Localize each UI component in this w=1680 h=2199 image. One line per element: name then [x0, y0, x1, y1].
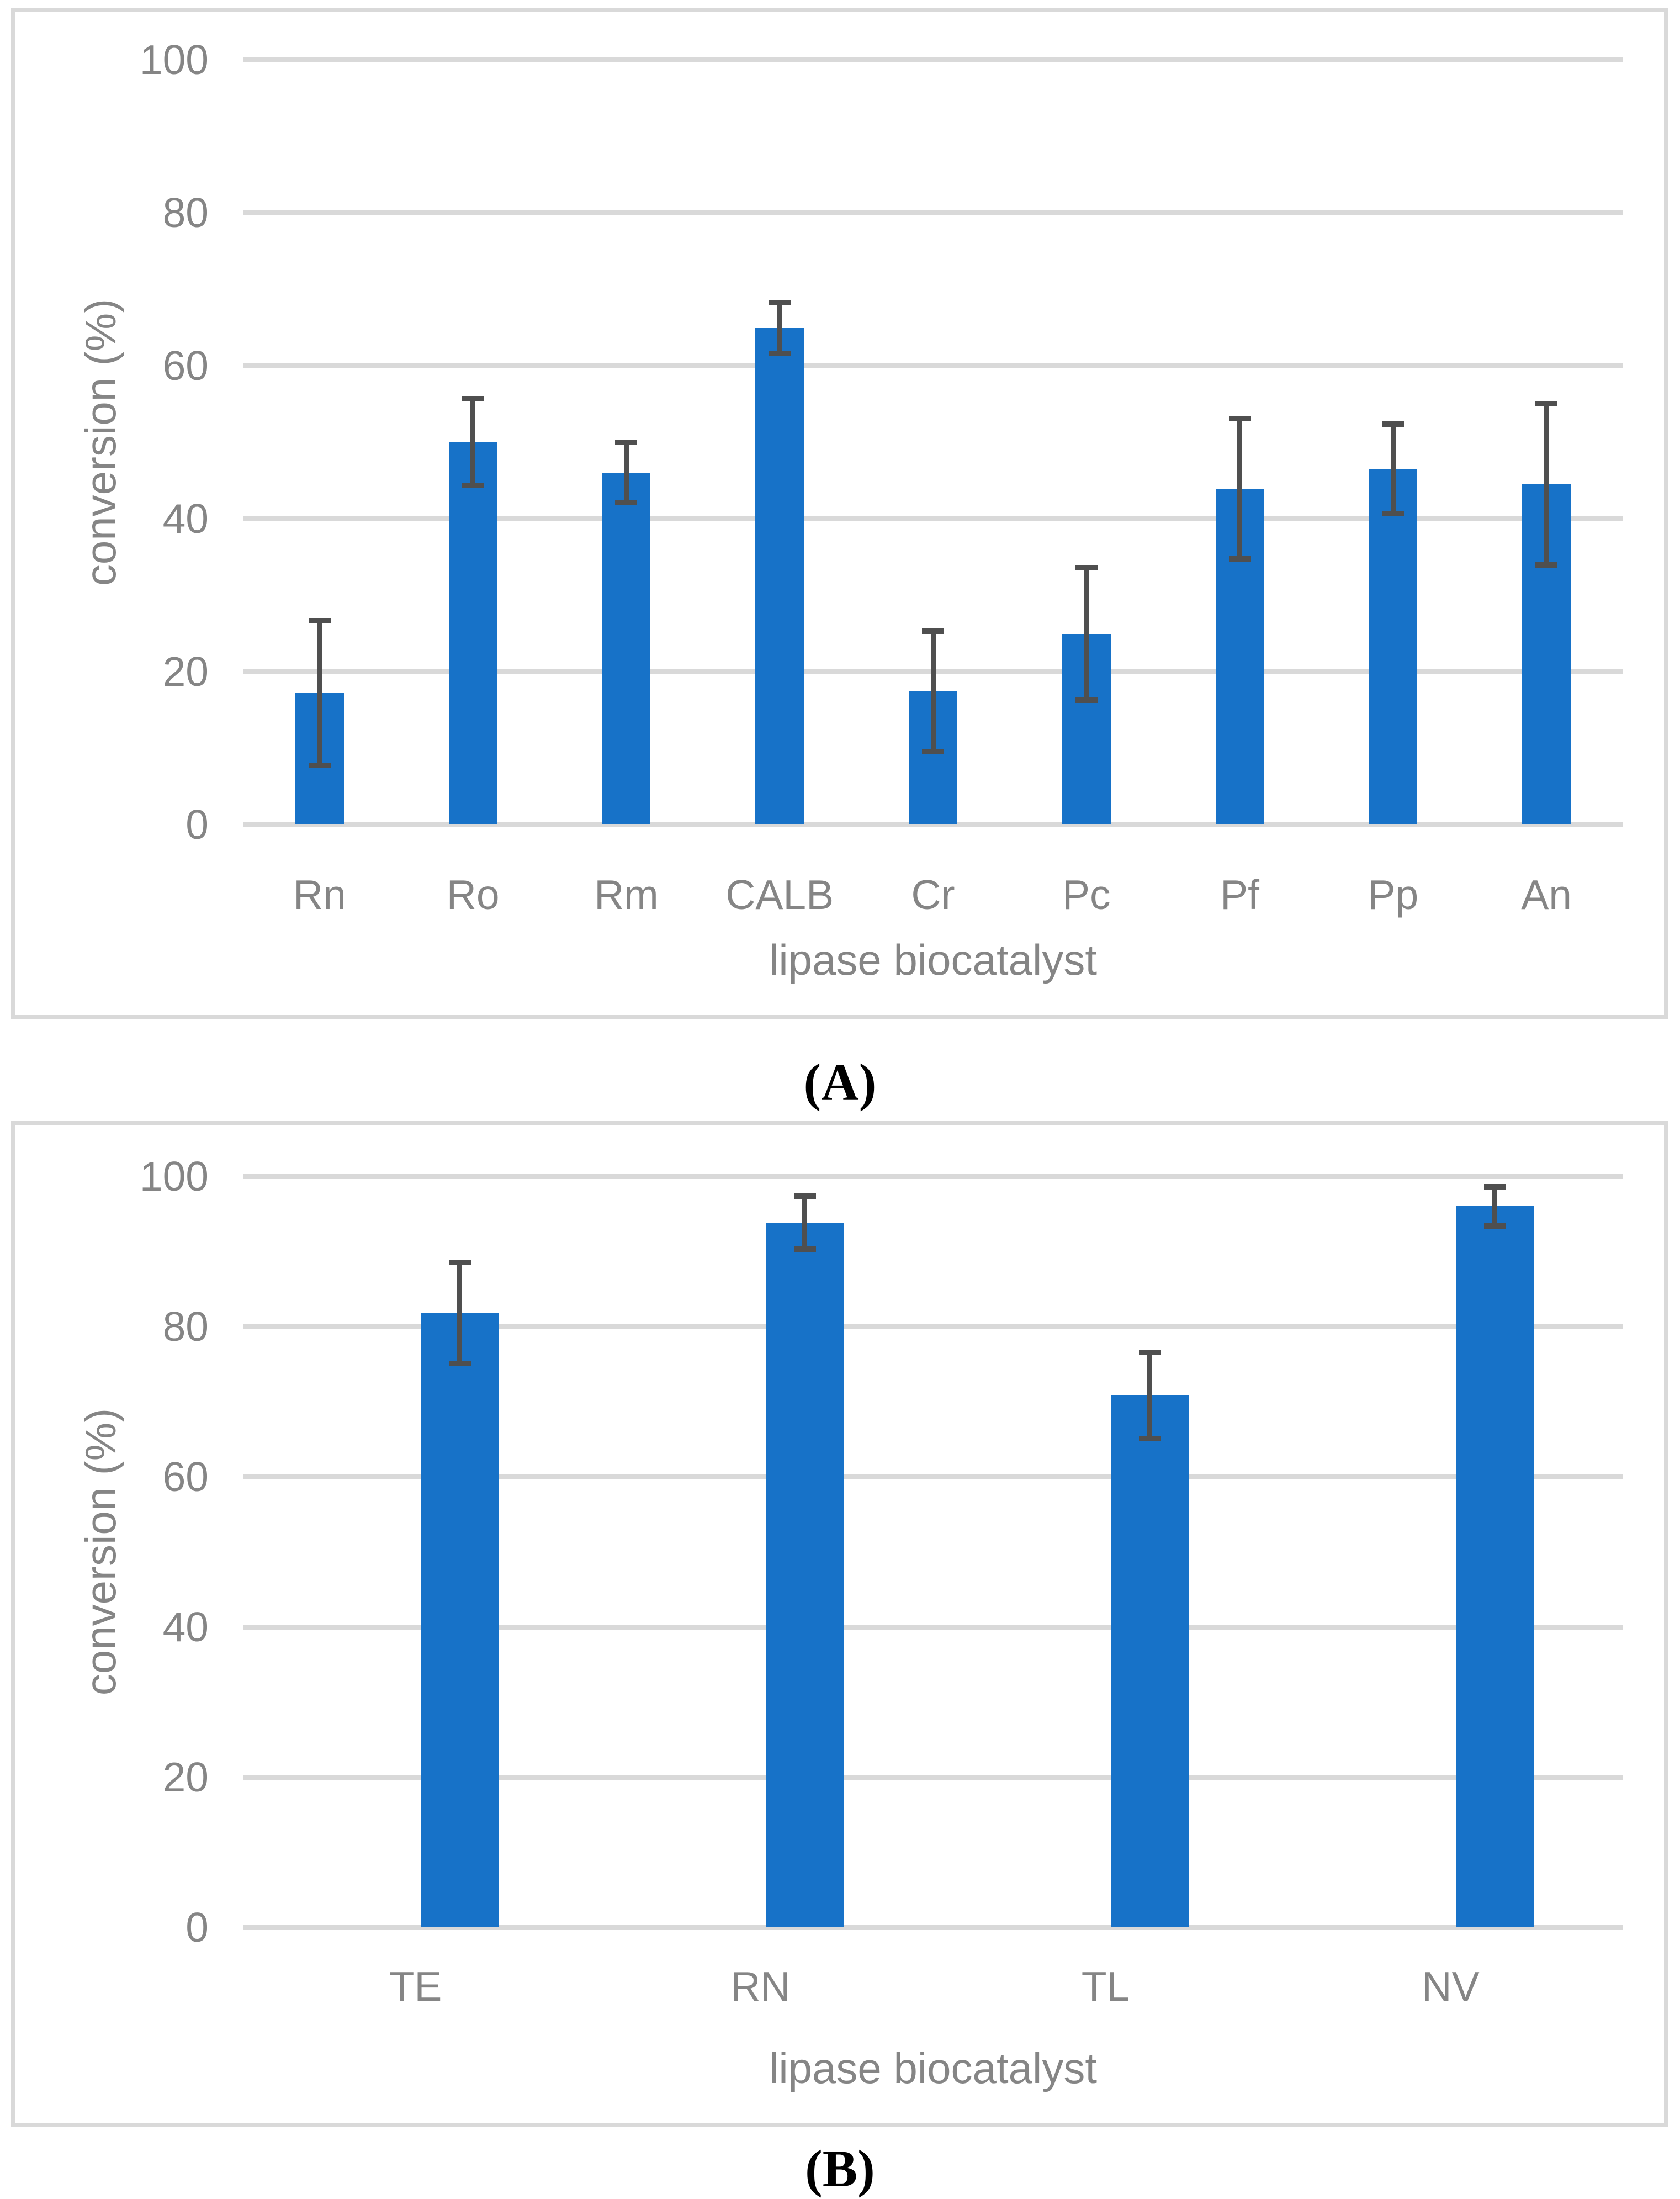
- gridline-y0: [243, 822, 1623, 827]
- bar-RN: [765, 1223, 844, 1927]
- error-bar-cap-Pf: [1228, 416, 1251, 422]
- gridline-y100: [243, 57, 1623, 62]
- x-axis-tick-label-Pc: Pc: [1062, 871, 1111, 918]
- error-bar-cap-CALB: [769, 299, 791, 305]
- y-axis-tick-label: 20: [162, 1754, 209, 1800]
- gridline-y80: [243, 210, 1623, 215]
- gridline-y20: [243, 1774, 1623, 1780]
- y-axis-tick-label: 0: [186, 1904, 209, 1950]
- error-bar-line-RN: [802, 1193, 807, 1252]
- y-axis-tick-label: 40: [162, 1604, 209, 1650]
- error-bar-cap-RN: [793, 1193, 816, 1199]
- error-bar-cap-Ro: [462, 396, 484, 402]
- gridline-y100: [243, 1173, 1623, 1179]
- x-axis-tick-label-CALB: CALB: [725, 871, 834, 918]
- error-bar-line-Rn: [317, 618, 322, 768]
- error-bar-cap-An: [1535, 562, 1558, 568]
- x-axis-tick-label-RN: RN: [730, 1963, 791, 2010]
- error-bar-cap-TE: [448, 1259, 471, 1265]
- y-axis-tick-label: 40: [162, 495, 209, 542]
- gridline-y60: [243, 363, 1623, 368]
- y-axis-tick-label: 0: [186, 801, 209, 848]
- error-bar-cap-TL: [1138, 1350, 1161, 1356]
- gridline-y40: [243, 1624, 1623, 1630]
- x-axis-tick-label-Pf: Pf: [1220, 871, 1259, 918]
- chart-panel-a: 0 20 40 60 80 100 Rn Ro Rm CALB Cr Pc Pf Pp An lipase b…: [11, 8, 1668, 1019]
- gridline-y80: [243, 1324, 1623, 1329]
- error-bar-cap-TE: [448, 1361, 471, 1367]
- figure-label-b: (B): [805, 2139, 875, 2198]
- x-axis-tick-label-Rm: Rm: [594, 871, 659, 918]
- x-axis-tick-label-TE: TE: [389, 1963, 442, 2010]
- error-bar-cap-Pc: [1075, 697, 1098, 703]
- y-axis-title: conversion (%): [76, 1408, 125, 1696]
- bar-Pp: [1369, 468, 1418, 824]
- y-axis-tick-label: 60: [162, 1453, 209, 1500]
- error-bar-line-Cr: [930, 628, 936, 754]
- error-bar-cap-An: [1535, 400, 1558, 406]
- bar-TE: [420, 1313, 499, 1927]
- y-axis-tick-label: 100: [139, 1153, 209, 1199]
- y-axis-tick-label: 100: [139, 36, 209, 83]
- error-bar-cap-Cr: [922, 628, 944, 635]
- error-bar-line-Rm: [623, 440, 629, 506]
- x-axis-tick-label-An: An: [1521, 871, 1572, 918]
- y-axis-title: conversion (%): [76, 298, 125, 586]
- bar-CALB: [755, 328, 804, 824]
- bar-TL: [1110, 1395, 1189, 1927]
- error-bar-line-TL: [1147, 1350, 1152, 1442]
- gridline-y40: [243, 516, 1623, 521]
- error-bar-cap-RN: [793, 1246, 816, 1252]
- y-axis-tick-label: 20: [162, 648, 209, 695]
- error-bar-line-Pp: [1390, 421, 1396, 516]
- error-bar-cap-Rn: [308, 762, 331, 768]
- error-bar-cap-Rm: [615, 500, 638, 506]
- x-axis-tick-label-TL: TL: [1081, 1963, 1130, 2010]
- error-bar-cap-Pp: [1382, 510, 1405, 516]
- error-bar-cap-NV: [1483, 1183, 1506, 1190]
- error-bar-line-An: [1544, 400, 1549, 568]
- x-axis-tick-label-Ro: Ro: [446, 871, 500, 918]
- x-axis-tick-label-Rn: Rn: [293, 871, 346, 918]
- error-bar-line-Ro: [470, 396, 476, 488]
- error-bar-line-Pf: [1237, 416, 1243, 562]
- x-axis-title: lipase biocatalyst: [769, 2044, 1097, 2092]
- x-axis-tick-label-Cr: Cr: [911, 871, 955, 918]
- y-axis-tick-label: 80: [162, 1303, 209, 1350]
- error-bar-cap-Pf: [1228, 556, 1251, 562]
- y-axis-tick-label: 60: [162, 342, 209, 389]
- x-axis-tick-label-Pp: Pp: [1368, 871, 1419, 918]
- bar-NV: [1455, 1206, 1534, 1927]
- error-bar-line-NV: [1492, 1183, 1497, 1229]
- error-bar-cap-Rn: [308, 618, 331, 624]
- x-axis-tick-label-NV: NV: [1422, 1963, 1480, 2010]
- x-axis-title: lipase biocatalyst: [769, 935, 1097, 984]
- error-bar-line-Pc: [1084, 565, 1089, 703]
- gridline-y0: [243, 1925, 1623, 1930]
- y-axis-tick-label: 80: [162, 189, 209, 236]
- error-bar-cap-Ro: [462, 482, 484, 488]
- bar-Ro: [448, 442, 497, 824]
- error-bar-cap-TL: [1138, 1436, 1161, 1442]
- error-bar-cap-Pc: [1075, 565, 1098, 571]
- error-bar-cap-CALB: [769, 351, 791, 357]
- gridline-y60: [243, 1474, 1623, 1479]
- error-bar-cap-Cr: [922, 748, 944, 754]
- bar-Rm: [602, 472, 651, 824]
- chart-panel-b: 0 20 40 60 80 100 TE RN TL NV lipase biocatalyst co…: [11, 1121, 1668, 2127]
- error-bar-cap-Rm: [615, 440, 638, 446]
- error-bar-cap-NV: [1483, 1223, 1506, 1229]
- error-bar-cap-Pp: [1382, 421, 1405, 427]
- figure-label-a: (A): [803, 1053, 877, 1112]
- error-bar-line-TE: [457, 1259, 462, 1367]
- error-bar-line-CALB: [777, 299, 782, 357]
